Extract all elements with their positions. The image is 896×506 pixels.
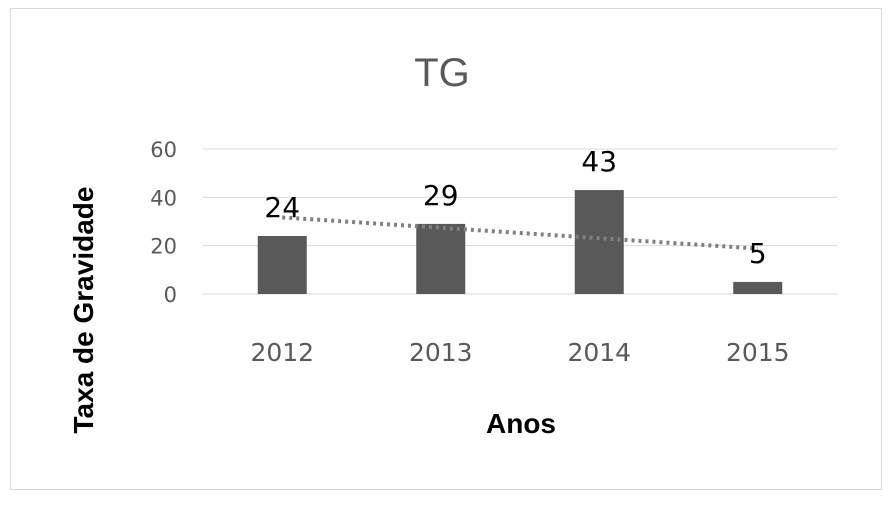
y-axis-title: Taxa de Gravidade bbox=[68, 187, 99, 434]
x-tick-label: 2015 bbox=[726, 338, 790, 367]
y-tick-label: 0 bbox=[164, 283, 177, 307]
x-tick-label: 2013 bbox=[409, 338, 473, 367]
data-label: 43 bbox=[581, 145, 617, 178]
data-label: 24 bbox=[264, 191, 300, 224]
data-label: 5 bbox=[749, 237, 767, 270]
bar bbox=[733, 281, 783, 294]
x-tick-label: 2014 bbox=[567, 338, 631, 367]
data-labels: 24 29 43 5 bbox=[264, 145, 766, 270]
chart-title: TG bbox=[414, 51, 470, 95]
trend-line bbox=[282, 215, 758, 251]
data-label: 29 bbox=[423, 179, 459, 212]
y-axis-ticks: 0 20 40 60 bbox=[150, 138, 177, 307]
bars bbox=[257, 190, 783, 294]
y-tick-label: 20 bbox=[150, 235, 177, 259]
bar bbox=[416, 223, 466, 294]
bar bbox=[257, 236, 307, 294]
x-axis-title: Anos bbox=[486, 408, 556, 439]
bar bbox=[574, 190, 624, 294]
x-tick-label: 2012 bbox=[250, 338, 314, 367]
y-tick-label: 40 bbox=[150, 186, 177, 210]
y-tick-label: 60 bbox=[150, 138, 177, 162]
x-axis-ticks: 2012 2013 2014 2015 bbox=[250, 338, 789, 367]
